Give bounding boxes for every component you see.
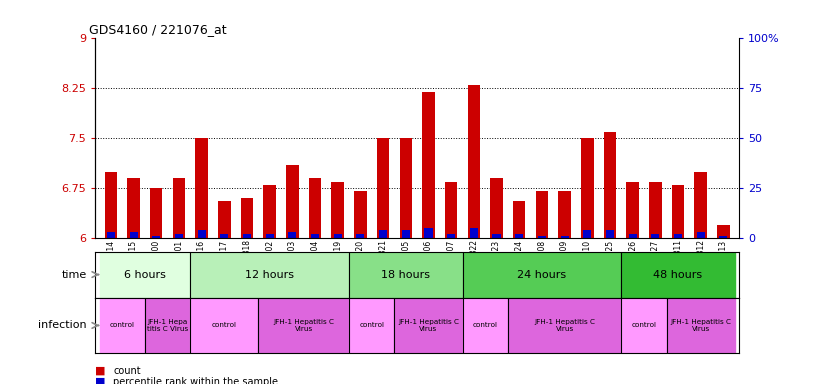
Text: 48 hours: 48 hours — [653, 270, 703, 280]
Bar — [667, 298, 735, 353]
Text: ■: ■ — [95, 377, 106, 384]
Text: control: control — [632, 323, 657, 328]
Bar — [538, 236, 546, 238]
Bar — [626, 182, 638, 238]
Bar — [583, 230, 591, 238]
Text: ■: ■ — [95, 366, 106, 376]
Bar — [515, 234, 524, 238]
Bar — [400, 138, 412, 238]
Bar — [311, 234, 319, 238]
Bar — [175, 234, 183, 238]
Text: JFH-1 Hepatitis C
Virus: JFH-1 Hepatitis C Virus — [273, 319, 335, 332]
Bar — [349, 252, 463, 298]
Bar — [152, 236, 160, 238]
Bar — [513, 202, 525, 238]
Bar — [463, 298, 508, 353]
Bar — [395, 298, 463, 353]
Bar — [196, 138, 208, 238]
Bar — [354, 192, 367, 238]
Bar — [127, 178, 140, 238]
Bar — [107, 232, 115, 238]
Bar — [422, 92, 434, 238]
Bar — [696, 232, 705, 238]
Bar — [606, 230, 614, 238]
Bar — [150, 188, 163, 238]
Bar — [604, 132, 616, 238]
Bar — [558, 192, 571, 238]
Bar — [173, 178, 185, 238]
Bar — [263, 185, 276, 238]
Bar — [672, 185, 684, 238]
Bar — [130, 232, 138, 238]
Bar — [379, 230, 387, 238]
Bar — [286, 165, 298, 238]
Bar — [309, 178, 321, 238]
Bar — [266, 234, 273, 238]
Bar — [190, 298, 259, 353]
Bar — [145, 298, 190, 353]
Bar — [190, 252, 349, 298]
Bar — [470, 228, 478, 238]
Text: JFH-1 Hepatitis C
Virus: JFH-1 Hepatitis C Virus — [534, 319, 595, 332]
Bar — [463, 252, 621, 298]
Bar — [674, 234, 682, 238]
Bar — [218, 202, 230, 238]
Bar — [425, 228, 433, 238]
Bar — [536, 192, 548, 238]
Text: JFH-1 Hepa
titis C Virus: JFH-1 Hepa titis C Virus — [147, 319, 188, 332]
Bar — [447, 234, 455, 238]
Bar — [240, 198, 254, 238]
Bar — [105, 172, 117, 238]
Bar — [581, 138, 594, 238]
Bar — [401, 230, 410, 238]
Bar — [621, 298, 667, 353]
Bar — [243, 234, 251, 238]
Text: time: time — [61, 270, 87, 280]
Text: infection: infection — [38, 320, 87, 331]
Bar — [349, 298, 395, 353]
Bar — [621, 252, 735, 298]
Bar — [334, 234, 342, 238]
Bar — [377, 138, 389, 238]
Text: 18 hours: 18 hours — [382, 270, 430, 280]
Text: count: count — [113, 366, 140, 376]
Bar — [99, 252, 190, 298]
Bar — [561, 236, 568, 238]
Bar — [99, 298, 145, 353]
Bar — [492, 234, 501, 238]
Bar — [288, 232, 297, 238]
Bar — [719, 236, 728, 238]
Bar — [651, 234, 659, 238]
Bar — [197, 230, 206, 238]
Bar — [717, 225, 729, 238]
Text: GDS4160 / 221076_at: GDS4160 / 221076_at — [88, 23, 226, 36]
Text: percentile rank within the sample: percentile rank within the sample — [113, 377, 278, 384]
Text: 24 hours: 24 hours — [517, 270, 567, 280]
Bar — [629, 234, 637, 238]
Text: JFH-1 Hepatitis C
Virus: JFH-1 Hepatitis C Virus — [398, 319, 459, 332]
Text: control: control — [472, 323, 498, 328]
Bar — [468, 85, 480, 238]
Bar — [695, 172, 707, 238]
Text: 12 hours: 12 hours — [245, 270, 294, 280]
Bar — [649, 182, 662, 238]
Bar — [331, 182, 344, 238]
Text: control: control — [110, 323, 135, 328]
Bar — [221, 234, 228, 238]
Bar — [445, 182, 458, 238]
Text: control: control — [211, 323, 237, 328]
Text: JFH-1 Hepatitis C
Virus: JFH-1 Hepatitis C Virus — [670, 319, 731, 332]
Text: control: control — [359, 323, 384, 328]
Text: 6 hours: 6 hours — [124, 270, 166, 280]
Bar — [356, 234, 364, 238]
Bar — [259, 298, 349, 353]
Bar — [491, 178, 503, 238]
Bar — [508, 298, 621, 353]
